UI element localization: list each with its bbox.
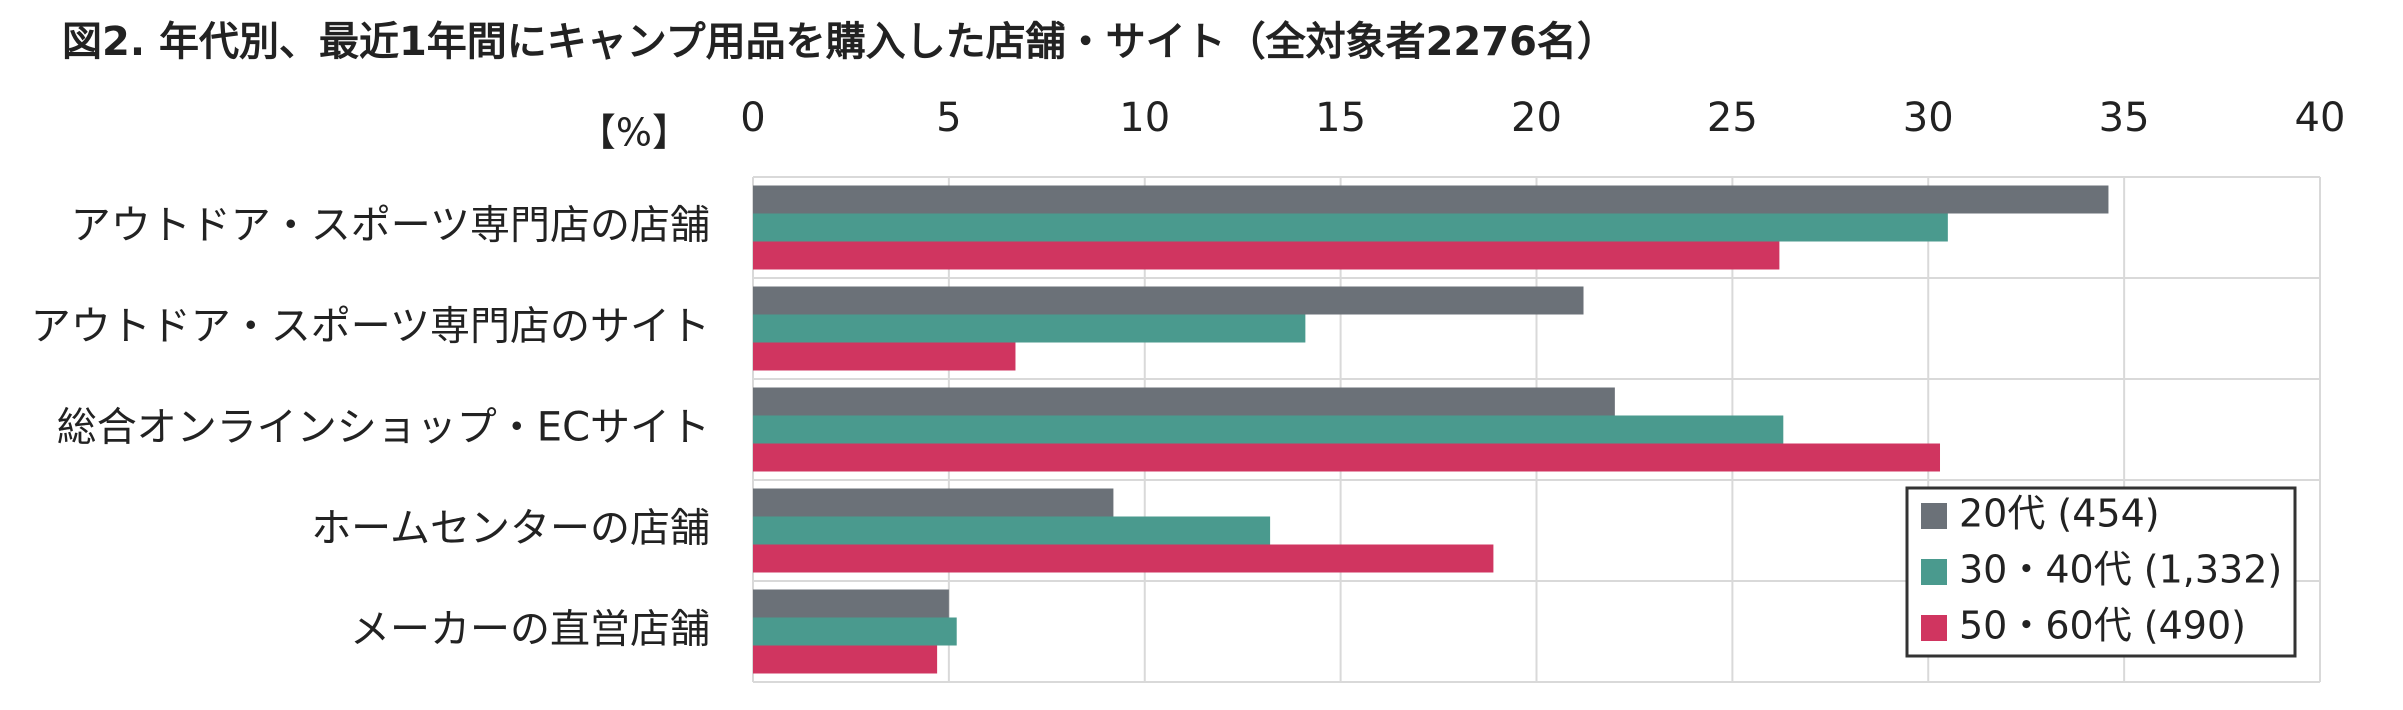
x-tick-label: 25 [1707,95,1758,141]
legend-swatch [1921,559,1947,585]
bar [753,488,1114,517]
legend-label: 50・60代 (490) [1959,604,2246,648]
y-tick-label: ホームセンターの店舗 [311,506,710,552]
x-tick-label: 30 [1903,95,1954,141]
y-tick-label: アウトドア・スポーツ専門店のサイト [31,304,710,350]
bar [753,589,949,618]
bar [753,645,938,674]
x-tick-label: 35 [2099,95,2150,141]
x-tick-label: 10 [1119,95,1170,141]
bar [753,185,2109,214]
x-tick-label: 15 [1315,95,1366,141]
legend-swatch [1921,503,1947,529]
bar [753,387,1615,416]
x-tick-label: 0 [740,95,765,141]
legend-swatch [1921,615,1947,641]
bar [753,342,1016,371]
bar [753,415,1784,444]
bar [753,314,1306,343]
bar [753,544,1494,573]
y-tick-label: アウトドア・スポーツ専門店の店舗 [71,203,710,249]
bar [753,443,1941,472]
x-tick-label: 20 [1511,95,1562,141]
bar [753,516,1271,545]
x-tick-label: 40 [2295,95,2346,141]
axis-unit: 【%】 [578,111,690,155]
legend-box [1905,486,2297,658]
x-tick-label: 5 [936,95,961,141]
bar [753,241,1780,270]
y-tick-label: メーカーの直営店舗 [350,607,710,653]
bar [753,213,1948,242]
bar [753,286,1584,315]
chart-title: 図2. 年代別、最近1年間にキャンプ用品を購入した店舗・サイト（全対象者2276… [62,19,1617,65]
y-tick-label: 総合オンラインショップ・ECサイト [57,405,710,451]
legend-label: 30・40代 (1,332) [1959,548,2282,592]
bar [753,617,957,646]
legend-label: 20代 (454) [1959,492,2160,536]
